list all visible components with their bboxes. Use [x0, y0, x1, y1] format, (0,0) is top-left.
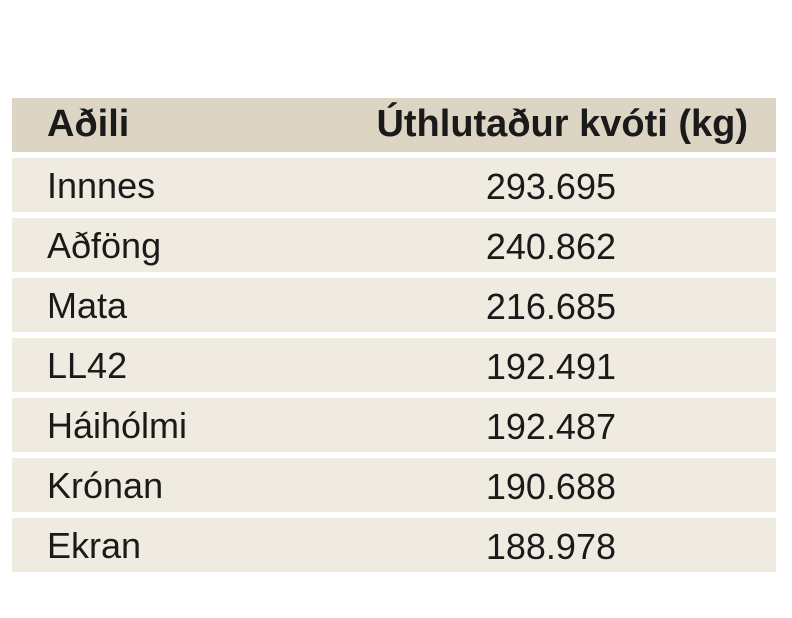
quota-value: 190.688	[485, 466, 616, 507]
party-name: Háihólmi	[47, 405, 188, 446]
table-row: Ekran 188.978	[12, 518, 776, 572]
quota-value: 192.487	[485, 406, 616, 447]
table-row: LL42 192.491	[12, 338, 776, 392]
table-row: Krónan 190.688	[12, 458, 776, 512]
table-row: Mata 216.685	[12, 278, 776, 332]
quota-value: 188.978	[485, 526, 616, 567]
table-row: Aðföng 240.862	[12, 218, 776, 272]
party-name: Ekran	[47, 525, 142, 566]
party-name: Mata	[47, 285, 128, 326]
quota-value: 240.862	[485, 226, 616, 267]
party-name: Aðföng	[47, 225, 162, 266]
party-name: LL42	[47, 345, 128, 386]
quota-value: 293.695	[485, 166, 616, 207]
table-row: Háihólmi 192.487	[12, 398, 776, 452]
party-name: Innnes	[47, 165, 156, 206]
header-party: Aðili	[47, 103, 130, 145]
quota-value: 216.685	[485, 286, 616, 327]
party-name: Krónan	[47, 465, 164, 506]
quota-table: Aðili Úthlutaður kvóti (kg) Innnes 293.69…	[12, 98, 776, 578]
table-header: Aðili Úthlutaður kvóti (kg)	[12, 98, 776, 152]
table-row: Innnes 293.695	[12, 158, 776, 212]
quota-value: 192.491	[485, 346, 616, 387]
header-quota: Úthlutaður kvóti (kg)	[376, 103, 748, 145]
